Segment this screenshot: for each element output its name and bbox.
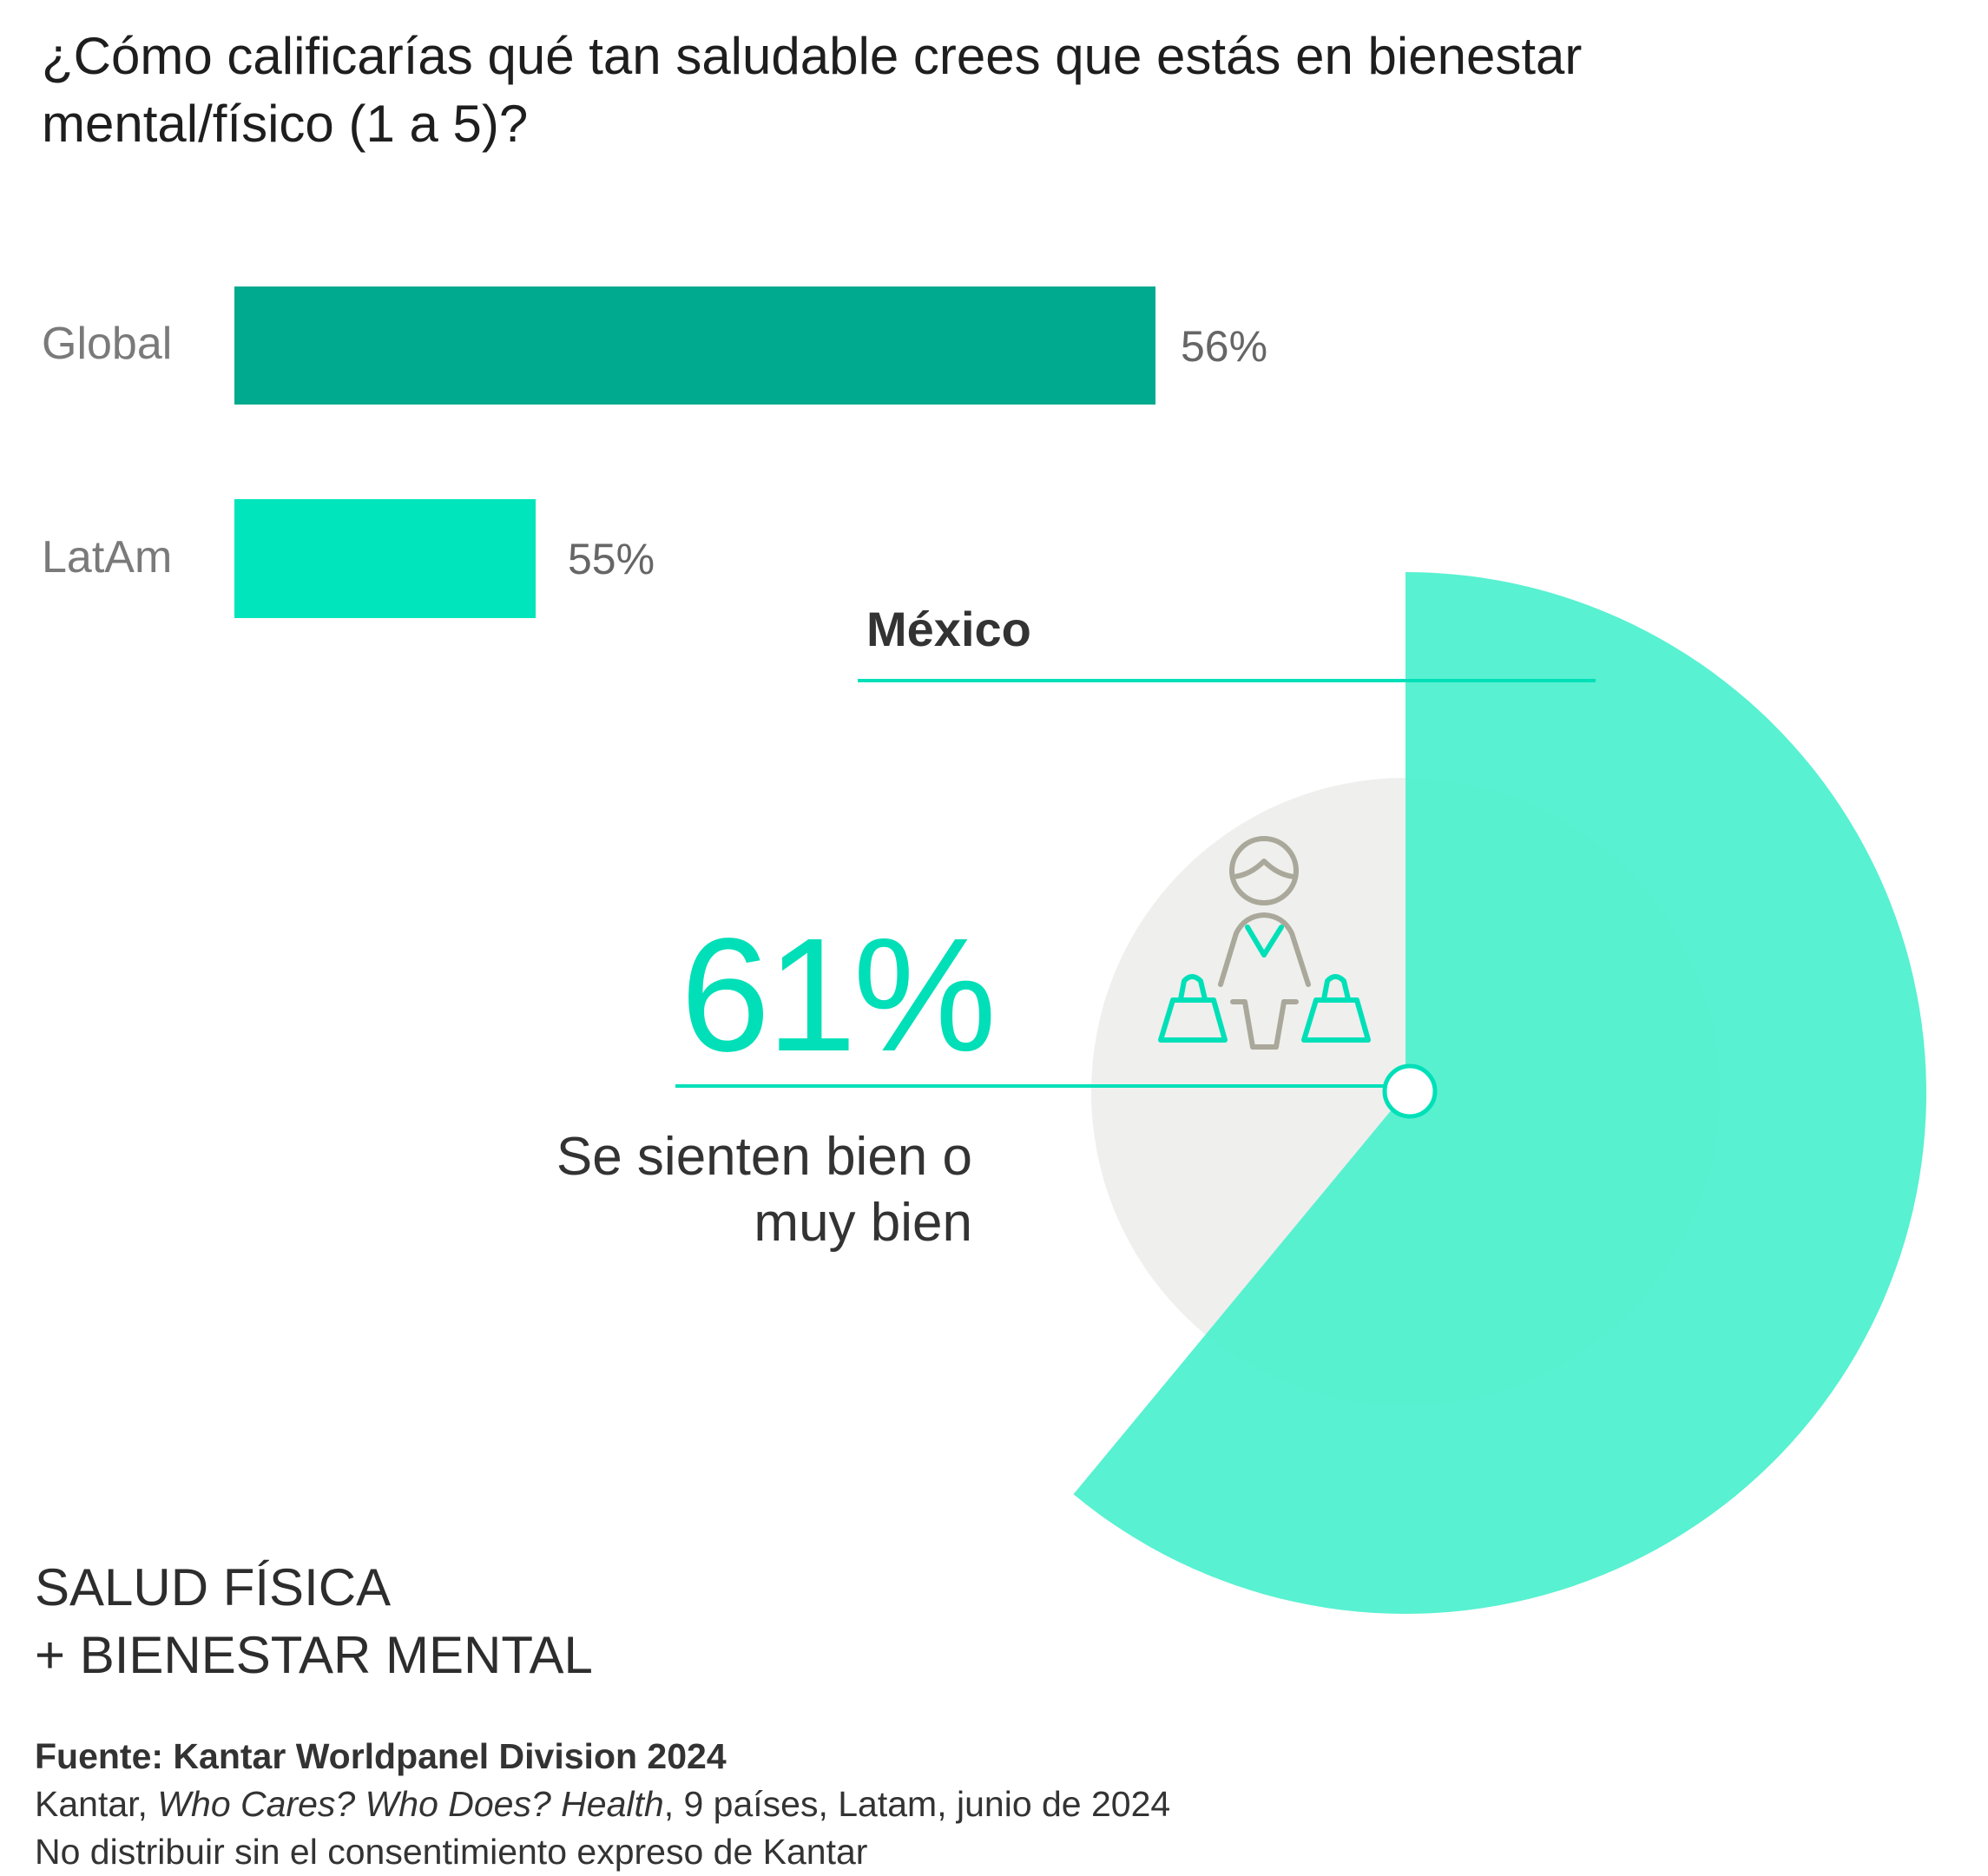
bar-global [234,286,1155,405]
mexico-description: Se sienten bien o muy bien [365,1124,972,1256]
footer: Fuente: Kantar Worldpanel Division 2024 … [35,1733,1170,1876]
title-line-2: mental/físico (1 a 5)? [42,95,529,153]
section-line-2: + BIENESTAR MENTAL [35,1626,593,1684]
title-line-1: ¿Cómo calificarías qué tan saludable cre… [42,27,1583,85]
disclaimer-line: No distribuir sin el consentimiento expr… [35,1832,868,1872]
description-line-1: Se sienten bien o [556,1127,972,1187]
mexico-label: México [866,602,1031,656]
value-label-global: 56% [1181,322,1268,371]
category-label-global: Global [42,319,173,369]
mexico-sector [1073,572,1926,1614]
source-line: Fuente: Kantar Worldpanel Division 2024 [35,1736,727,1776]
section-line-1: SALUD FÍSICA [35,1558,392,1616]
citation-line: Kantar, Who Cares? Who Does? Health, 9 p… [35,1781,1170,1828]
center-dot [1382,1063,1438,1119]
citation-prefix: Kantar, [35,1784,158,1824]
bar-latam [234,499,536,618]
person-with-shopping-bags-icon [1158,836,1371,1050]
category-label-latam: LatAm [42,532,173,583]
mexico-value-label: 61% [680,905,997,1085]
citation-suffix: , 9 países, Latam, junio de 2024 [663,1784,1171,1824]
section-title: SALUD FÍSICA + BIENESTAR MENTAL [35,1554,593,1689]
value-label-latam: 55% [568,535,655,583]
chart-title: ¿Cómo calificarías qué tan saludable cre… [42,23,1582,158]
description-line-2: muy bien [754,1193,972,1253]
citation-study-title: Who Cares? Who Does? Health [157,1784,664,1824]
